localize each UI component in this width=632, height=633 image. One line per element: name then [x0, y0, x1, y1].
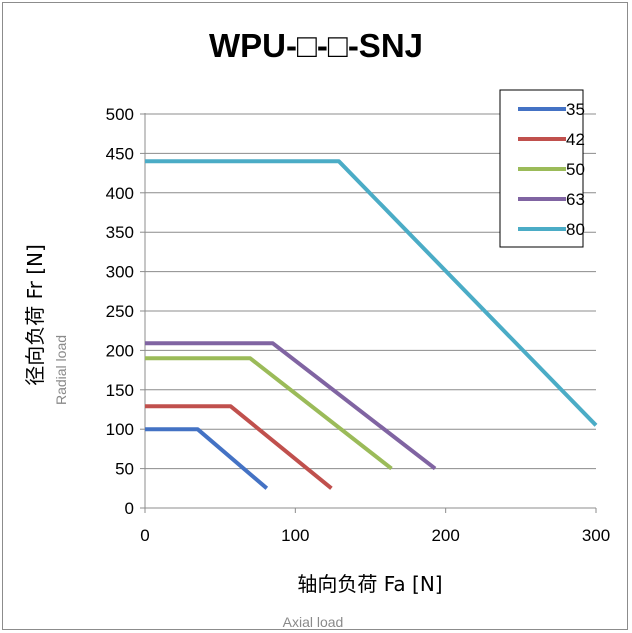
- axes: [144, 113, 596, 509]
- x-axis-sublabel: Axial load: [283, 614, 344, 630]
- x-tick-labels: 0 100 200 300: [140, 526, 610, 545]
- legend-label-35: 35: [566, 100, 585, 119]
- x-axis-label: 轴向负荷 Fa [N]: [297, 572, 442, 596]
- legend-label-42: 42: [566, 130, 585, 149]
- y-tick-label-300: 300: [106, 263, 134, 282]
- x-tick-label-0: 0: [140, 526, 149, 545]
- legend: 35 42 50 63 80: [499, 89, 585, 248]
- series-line-50: [145, 356, 393, 471]
- y-tick-label-200: 200: [106, 341, 134, 360]
- y-tick-labels: 0 50 100 150 200 250 300 350 400 450 500: [106, 105, 134, 518]
- series-line-63: [145, 341, 437, 471]
- y-tick-label-0: 0: [125, 499, 134, 518]
- legend-label-80: 80: [566, 220, 585, 239]
- series-line-35: [145, 427, 269, 490]
- y-tick-label-100: 100: [106, 420, 134, 439]
- y-axis-label: 径向负荷 Fr [N]: [23, 244, 47, 386]
- legend-label-50: 50: [566, 160, 585, 179]
- series-line-80: [145, 159, 598, 427]
- chart-title: WPU-□-□-SNJ: [209, 27, 423, 64]
- y-tick-label-400: 400: [106, 184, 134, 203]
- legend-label-63: 63: [566, 190, 585, 209]
- series-lines: [145, 159, 598, 490]
- y-tick-label-450: 450: [106, 144, 134, 163]
- y-tick-label-350: 350: [106, 223, 134, 242]
- y-axis-sublabel: Radial load: [53, 335, 69, 405]
- series-line-42: [145, 404, 333, 490]
- grid-lines: [140, 113, 597, 513]
- x-tick-label-200: 200: [431, 526, 459, 545]
- y-tick-label-250: 250: [106, 302, 134, 321]
- y-tick-label-500: 500: [106, 105, 134, 124]
- x-tick-label-100: 100: [281, 526, 309, 545]
- x-tick-label-300: 300: [582, 526, 610, 545]
- y-tick-label-50: 50: [115, 460, 134, 479]
- y-tick-label-150: 150: [106, 381, 134, 400]
